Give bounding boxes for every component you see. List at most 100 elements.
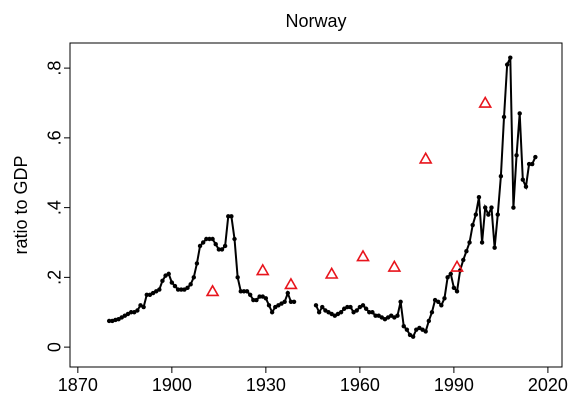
data-point	[461, 257, 466, 263]
triangle-marker	[284, 277, 298, 290]
data-point	[373, 313, 378, 318]
data-point	[492, 245, 497, 250]
data-point	[160, 278, 165, 284]
data-point	[354, 308, 359, 313]
data-point	[426, 318, 432, 324]
data-point	[454, 289, 460, 294]
data-point	[401, 323, 406, 329]
data-point	[169, 280, 175, 285]
data-point	[526, 161, 532, 167]
data-point	[363, 306, 369, 311]
data-point	[508, 55, 513, 60]
data-point	[254, 297, 259, 303]
data-point	[213, 242, 218, 247]
data-point	[495, 212, 500, 217]
data-point	[197, 243, 203, 249]
data-point	[251, 297, 256, 303]
x-tick-label: 1870	[58, 375, 98, 395]
data-point	[504, 62, 510, 67]
data-point	[367, 310, 372, 315]
data-point	[207, 236, 212, 242]
data-point	[442, 296, 447, 301]
y-axis-label: ratio to GDP	[11, 155, 31, 254]
data-point	[501, 114, 507, 120]
triangle-marker	[205, 284, 220, 297]
y-tick-label: .8	[45, 61, 65, 76]
data-point	[517, 111, 522, 116]
data-point	[232, 236, 237, 242]
data-point	[157, 287, 162, 292]
data-point	[194, 261, 200, 266]
data-point	[451, 285, 457, 291]
data-point	[320, 304, 325, 310]
data-point	[410, 334, 416, 339]
triangle-marker	[324, 266, 339, 279]
data-point	[191, 275, 196, 280]
data-point	[370, 310, 375, 315]
data-point	[530, 161, 535, 167]
data-point	[489, 205, 494, 210]
data-point	[263, 296, 269, 301]
x-tick-label: 1930	[246, 375, 286, 395]
data-point	[229, 214, 234, 219]
data-point	[476, 194, 482, 200]
data-point	[175, 287, 181, 292]
data-point	[316, 310, 322, 315]
data-point	[269, 310, 275, 315]
data-point	[244, 289, 250, 294]
x-tick-label: 1900	[152, 375, 192, 395]
y-tick-label: 0	[45, 342, 65, 352]
triangle-marker	[356, 249, 370, 262]
data-point	[188, 282, 193, 287]
data-point	[520, 177, 526, 182]
chart-title: Norway	[285, 11, 346, 31]
x-tick-label: 2020	[528, 375, 568, 395]
data-point	[445, 275, 450, 280]
x-tick-label: 1960	[340, 375, 380, 395]
data-point	[216, 247, 222, 252]
y-tick-label: .4	[45, 200, 65, 215]
data-point	[238, 289, 243, 294]
triangle-marker	[387, 259, 402, 272]
data-point	[247, 292, 253, 298]
data-point	[288, 299, 294, 304]
data-point	[464, 249, 469, 254]
data-point	[533, 154, 538, 160]
data-point	[226, 214, 231, 219]
data-point	[360, 303, 366, 308]
data-point	[486, 212, 491, 217]
triangle-marker	[255, 263, 270, 276]
triangle-marker	[418, 151, 433, 164]
data-point	[166, 271, 171, 277]
data-point	[266, 303, 272, 308]
data-point	[179, 287, 184, 292]
data-point	[144, 292, 149, 298]
data-point	[200, 240, 206, 245]
data-point	[429, 310, 435, 315]
data-point	[204, 236, 209, 242]
data-point	[219, 247, 225, 252]
triangle-marker	[478, 95, 493, 108]
data-point	[172, 283, 178, 289]
x-tick-label: 1990	[434, 375, 474, 395]
triangle-marker	[450, 259, 464, 272]
data-point	[257, 294, 262, 299]
data-point	[423, 329, 428, 334]
data-point	[436, 299, 441, 304]
data-point	[470, 222, 475, 228]
data-point	[313, 303, 319, 308]
data-point	[185, 285, 190, 291]
y-tick-label: .2	[45, 270, 65, 285]
data-point	[511, 205, 516, 210]
data-point	[448, 271, 453, 277]
data-point	[483, 205, 488, 210]
data-point	[338, 310, 344, 315]
data-point	[473, 212, 479, 217]
data-point	[514, 153, 519, 158]
y-tick-label: .6	[45, 130, 65, 145]
data-point	[135, 308, 140, 313]
data-point	[282, 299, 287, 304]
data-point	[467, 240, 472, 245]
